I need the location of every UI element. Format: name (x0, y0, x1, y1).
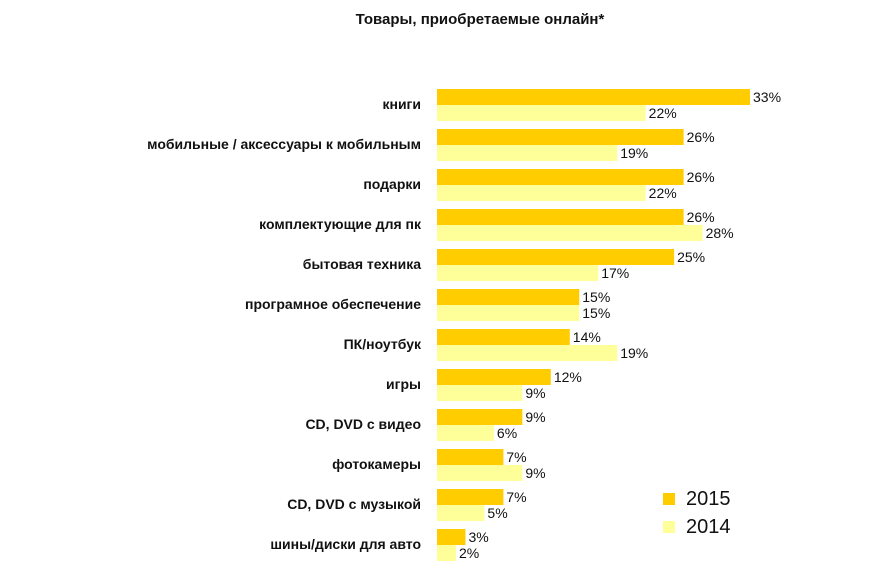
legend-swatch-2015 (663, 493, 675, 505)
bar-2014 (437, 145, 618, 161)
bar-2015 (437, 409, 523, 425)
data-label-2015: 9% (525, 409, 545, 425)
data-label-2015: 25% (677, 249, 705, 265)
bar-2015 (437, 249, 675, 265)
data-label-2014: 6% (497, 425, 517, 441)
category-label: подарки (363, 176, 421, 192)
category-label: бытовая техника (303, 256, 421, 272)
data-label-2015: 7% (506, 449, 526, 465)
data-label-2014: 22% (649, 185, 677, 201)
category-label: ПК/ноутбук (344, 336, 422, 352)
bar-2014 (437, 505, 485, 521)
bar-2015 (437, 529, 466, 545)
legend-swatch-2014 (663, 521, 675, 533)
data-label-2015: 3% (468, 529, 488, 545)
data-label-2014: 15% (582, 305, 610, 321)
data-label-2014: 17% (601, 265, 629, 281)
data-label-2014: 22% (649, 105, 677, 121)
bar-2014 (437, 385, 523, 401)
bar-2015 (437, 489, 504, 505)
legend-label-2014: 2014 (686, 516, 731, 538)
category-label: книги (382, 96, 421, 112)
category-label: CD, DVD с видео (305, 416, 421, 432)
category-label: игры (386, 376, 421, 392)
bar-2014 (437, 345, 618, 361)
data-label-2015: 26% (687, 209, 715, 225)
data-label-2014: 28% (706, 225, 734, 241)
legend-label-2015: 2015 (686, 488, 731, 510)
bar-2014 (437, 465, 523, 481)
bar-2014 (437, 305, 580, 321)
data-label-2014: 19% (620, 145, 648, 161)
bar-2014 (437, 265, 599, 281)
bar-2015 (437, 329, 570, 345)
bar-2014 (437, 225, 703, 241)
data-label-2015: 33% (753, 89, 781, 105)
bar-2015 (437, 369, 551, 385)
chart-title: Товары, приобретаемые онлайн* (356, 11, 605, 28)
data-label-2015: 14% (573, 329, 601, 345)
bar-2014 (437, 185, 646, 201)
data-label-2014: 19% (620, 345, 648, 361)
category-label: мобильные / аксессуары к мобильным (147, 136, 421, 152)
bar-2014 (437, 545, 456, 561)
data-label-2014: 9% (525, 465, 545, 481)
bar-2015 (437, 169, 684, 185)
bar-2015 (437, 289, 580, 305)
bar-2015 (437, 209, 684, 225)
bar-2015 (437, 89, 750, 105)
data-label-2014: 9% (525, 385, 545, 401)
category-label: шины/диски для авто (270, 536, 421, 552)
data-label-2014: 5% (487, 505, 507, 521)
data-label-2015: 12% (554, 369, 582, 385)
data-label-2015: 15% (582, 289, 610, 305)
bars-group: книги 33% 22% мобильные / аксессуары к моби… (147, 89, 781, 561)
category-label: програмное обеспечение (245, 296, 421, 312)
bar-2015 (437, 129, 684, 145)
bar-2014 (437, 105, 646, 121)
legend: 2015 2014 (663, 488, 731, 538)
data-label-2015: 26% (687, 129, 715, 145)
category-label: комплектующие для пк (259, 216, 422, 232)
category-label: CD, DVD с музыкой (287, 496, 421, 512)
bar-2014 (437, 425, 494, 441)
data-label-2015: 7% (506, 489, 526, 505)
category-label: фотокамеры (332, 456, 421, 472)
bar-2015 (437, 449, 504, 465)
data-label-2015: 26% (687, 169, 715, 185)
data-label-2014: 2% (459, 545, 479, 561)
